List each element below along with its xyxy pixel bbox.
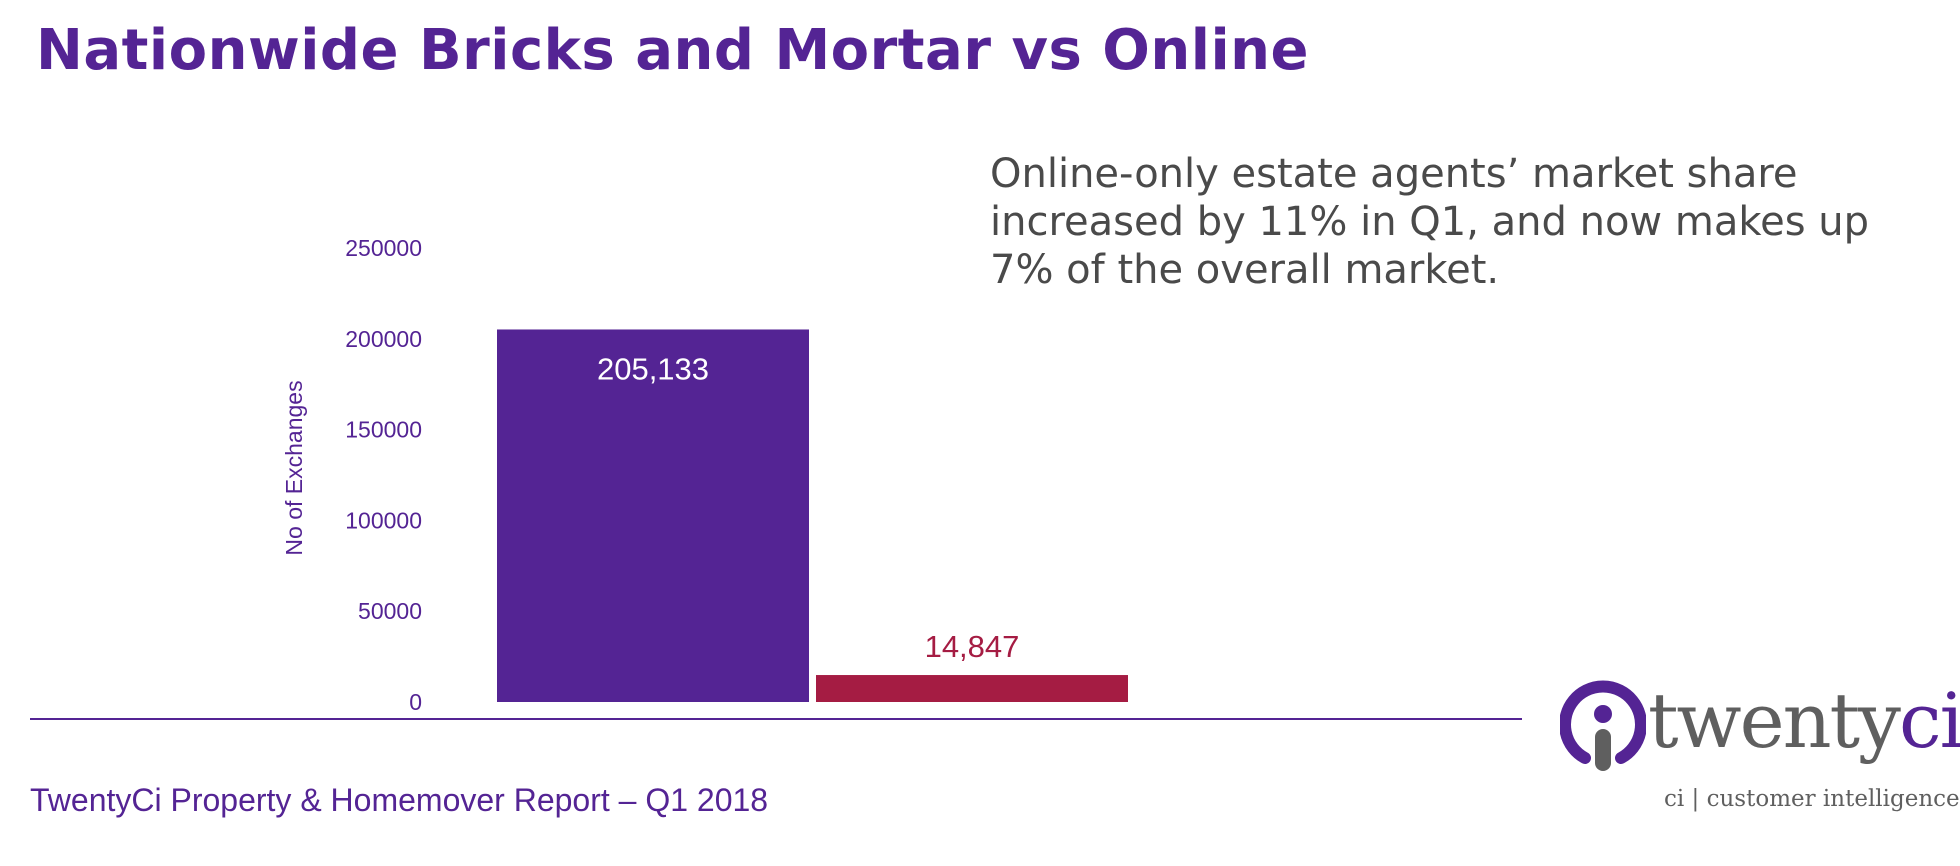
page-title: Nationwide Bricks and Mortar vs Online — [36, 18, 1309, 83]
bars: 205,133 14,847 — [497, 329, 1128, 702]
bar-chart: 0 50000 100000 150000 200000 250000 No of Exc… — [30, 235, 1522, 720]
bar-0 — [497, 329, 809, 702]
bar-value-label-0: 205,133 — [597, 351, 709, 386]
report-footer: TwentyCi Property & Homemover Report – Q… — [30, 782, 769, 818]
logo-tagline: ci | customer intelligence — [1664, 786, 1960, 812]
y-tick-label: 150000 — [345, 417, 422, 443]
twentyci-logo: twentyci ci | customer intelligence — [1560, 676, 1960, 826]
y-tick-label: 250000 — [345, 235, 422, 261]
y-tick-label: 0 — [409, 689, 422, 715]
y-tick-label: 50000 — [358, 598, 422, 624]
market-share-callout: Online-only estate agents’ market share … — [990, 151, 1869, 293]
y-tick-label: 200000 — [345, 326, 422, 352]
bar-1 — [816, 675, 1128, 702]
y-axis-ticks: 0 50000 100000 150000 200000 250000 — [345, 235, 422, 715]
bar-value-label-1: 14,847 — [925, 629, 1020, 664]
logo-wordmark: twentyci — [1648, 676, 1960, 765]
twentyci-i-icon — [1560, 680, 1646, 771]
y-axis-label: No of Exchanges — [281, 380, 307, 555]
y-tick-label: 100000 — [345, 507, 422, 533]
